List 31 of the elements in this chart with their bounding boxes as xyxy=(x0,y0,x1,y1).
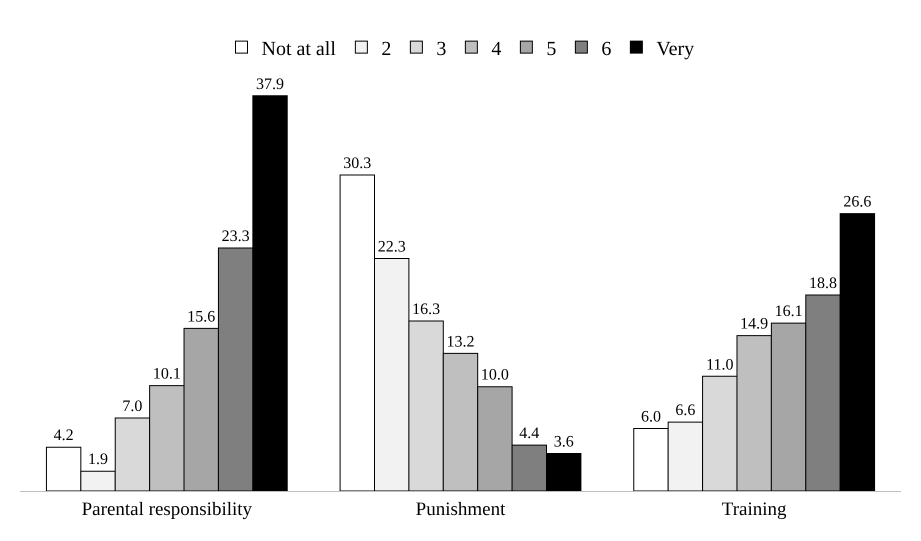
x-tick-label: Punishment xyxy=(416,498,506,520)
data-label: 14.9 xyxy=(740,316,768,333)
data-label: 6.0 xyxy=(640,408,661,426)
x-tick-label: Training xyxy=(722,498,788,520)
legend-label: 4 xyxy=(491,38,502,60)
data-label: 4.4 xyxy=(519,425,540,442)
data-label: 4.2 xyxy=(54,427,74,444)
data-label: 37.9 xyxy=(256,76,284,93)
legend-label: 2 xyxy=(381,38,392,60)
legend-label: Not at all xyxy=(262,38,336,60)
data-label: 7.0 xyxy=(122,398,142,416)
data-label: 22.3 xyxy=(378,238,406,256)
data-label: 16.1 xyxy=(774,303,803,320)
data-label: 30.3 xyxy=(343,155,372,172)
data-label: 10.1 xyxy=(152,366,181,383)
legend-label: Very xyxy=(656,38,694,60)
x-tick-label: Parental responsibility xyxy=(82,498,253,520)
legend-label: 6 xyxy=(601,38,612,60)
data-label: 10.0 xyxy=(480,366,509,384)
legend-label: 3 xyxy=(436,38,446,60)
data-label: 18.8 xyxy=(808,274,837,292)
data-label: 15.6 xyxy=(187,308,216,326)
data-label: 23.3 xyxy=(222,228,250,246)
legend-label: 5 xyxy=(546,38,556,60)
data-label: 26.6 xyxy=(843,194,872,211)
data-label: 1.9 xyxy=(88,451,108,468)
data-label: 11.0 xyxy=(706,356,734,374)
data-label: 16.3 xyxy=(412,301,440,318)
data-label: 6.6 xyxy=(675,402,696,420)
data-label: 13.2 xyxy=(446,333,474,350)
data-label: 3.6 xyxy=(554,433,574,450)
